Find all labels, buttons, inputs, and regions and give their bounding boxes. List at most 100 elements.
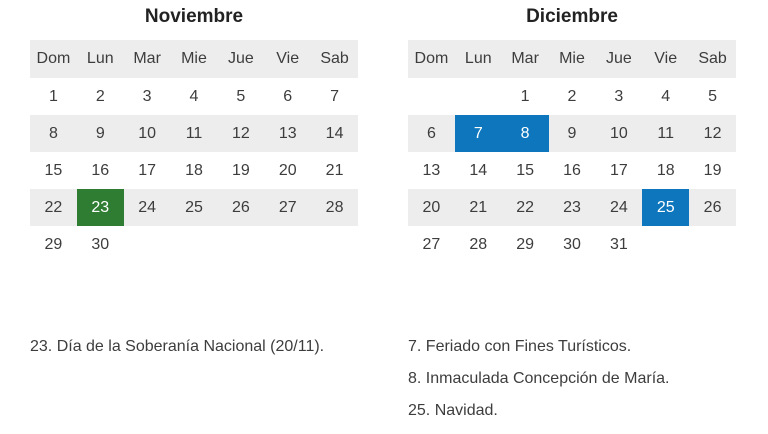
day-cell: 19 (231, 161, 250, 179)
week-row: 8 9 10 11 12 13 14 (30, 115, 358, 152)
day-cell: 15 (516, 161, 535, 179)
day-cell: 16 (563, 161, 581, 179)
day-cell: 17 (609, 161, 628, 179)
day-cell: 3 (614, 87, 624, 105)
empty-cell (124, 226, 171, 263)
empty-cell (311, 226, 358, 263)
day-cell: 7 (330, 87, 340, 105)
day-cell: 20 (278, 161, 297, 179)
day-cell: 22 (516, 198, 535, 216)
day-cell: 3 (142, 87, 152, 105)
weekday-header: Mie (181, 50, 207, 67)
day-cell: 18 (656, 161, 675, 179)
empty-cell (171, 226, 218, 263)
week-row: 29 30 (30, 226, 358, 263)
day-cell: 27 (422, 235, 441, 253)
month-title-noviembre: Noviembre (144, 6, 244, 27)
weekday-header-row: Dom Lun Mar Mie Jue Vie Sab (30, 40, 358, 78)
day-cell: 17 (138, 161, 157, 179)
week-row: 27 28 29 30 31 (408, 226, 736, 263)
day-cell: 27 (278, 198, 297, 216)
empty-cell (217, 226, 264, 263)
weeks: 1 2 3 4 5 6 7 8 9 10 11 12 13 14 15 16 17 18 19 20 21 22 23 24 2… (30, 78, 358, 263)
day-cell: 24 (609, 198, 628, 216)
empty-cell (455, 78, 502, 115)
day-cell: 28 (325, 198, 344, 216)
day-cell: 6 (283, 87, 293, 105)
day-cell: 18 (185, 161, 203, 179)
weekday-header: Vie (276, 50, 300, 67)
day-cell: 12 (703, 124, 722, 142)
weekday-header: Vie (654, 50, 678, 67)
day-cell: 19 (703, 161, 722, 179)
day-cell: 29 (44, 235, 63, 253)
footnote-soberania: 23. Día de la Soberanía Nacional (20/11)… (30, 338, 325, 355)
weekday-header: Jue (605, 50, 632, 67)
empty-cell (408, 78, 455, 115)
day-cell: 6 (426, 124, 436, 142)
weekday-header: Mar (133, 50, 161, 67)
day-cell: 1 (48, 87, 58, 105)
day-cell: 1 (520, 87, 530, 105)
day-cell: 8 (48, 124, 58, 142)
day-cell: 11 (657, 124, 675, 142)
weekday-header: Mie (559, 50, 585, 67)
day-cell: 13 (278, 124, 297, 142)
weekday-header: Sab (320, 50, 349, 67)
day-cell: 5 (236, 87, 246, 105)
footnotes-diciembre: 7. Feriado con Fines Turísticos. 8. Inma… (408, 338, 748, 434)
weekday-header: Lun (464, 50, 492, 67)
day-cell: 4 (189, 87, 199, 105)
day-cell: 9 (95, 124, 105, 142)
day-cell: 2 (567, 87, 577, 105)
weeks: 1 2 3 4 5 6 7 8 9 10 11 12 13 14 15 16 17 18 19 20 21 22 23 24 2… (408, 78, 736, 263)
weekday-header: Sab (698, 50, 727, 67)
day-cell-highlighted: 7 (454, 115, 502, 152)
week-row: 20 21 22 23 24 25 26 (408, 189, 736, 226)
day-cell: 12 (231, 124, 250, 142)
day-cell: 21 (325, 161, 344, 179)
day-cell: 26 (703, 198, 722, 216)
day-cell: 30 (91, 235, 110, 253)
day-cell: 26 (231, 198, 250, 216)
day-cell: 9 (567, 124, 577, 142)
day-cell: 11 (185, 124, 203, 142)
empty-cell (264, 226, 311, 263)
footnote-feriado-turistico: 7. Feriado con Fines Turísticos. (408, 338, 632, 355)
day-cell: 24 (138, 198, 157, 216)
day-cell: 31 (609, 235, 628, 253)
day-cell: 14 (469, 161, 488, 179)
day-cell-highlighted: 25 (642, 189, 690, 226)
week-row: 6 7 8 9 10 11 12 (408, 115, 736, 152)
day-cell: 2 (95, 87, 105, 105)
day-cell: 21 (469, 198, 488, 216)
footnote-inmaculada: 8. Inmaculada Concepción de María. (408, 370, 670, 387)
weekday-header: Mar (511, 50, 539, 67)
day-cell: 16 (91, 161, 110, 179)
day-cell: 29 (516, 235, 535, 253)
day-cell: 30 (563, 235, 581, 253)
week-row: 22 23 24 25 26 27 28 (30, 189, 358, 226)
day-cell: 20 (422, 198, 441, 216)
weekday-header-row: Dom Lun Mar Mie Jue Vie Sab (408, 40, 736, 78)
day-cell: 14 (325, 124, 344, 142)
day-cell: 13 (422, 161, 441, 179)
empty-cell (642, 226, 689, 263)
week-row: 1 2 3 4 5 (408, 78, 736, 115)
weekday-header: Jue (227, 50, 254, 67)
week-row: 1 2 3 4 5 6 7 (30, 78, 358, 115)
weekday-header: Dom (414, 50, 449, 67)
day-cell-highlighted: 23 (76, 189, 124, 226)
footnotes-noviembre: 23. Día de la Soberanía Nacional (20/11)… (30, 338, 370, 370)
weekday-header: Lun (86, 50, 114, 67)
weekday-header: Dom (36, 50, 71, 67)
day-cell: 25 (185, 198, 203, 216)
week-row: 15 16 17 18 19 20 21 (30, 152, 358, 189)
empty-cell (689, 226, 736, 263)
day-cell: 23 (563, 198, 581, 216)
day-cell-highlighted: 8 (501, 115, 549, 152)
week-row: 13 14 15 16 17 18 19 (408, 152, 736, 189)
day-cell: 15 (44, 161, 63, 179)
day-cell: 5 (708, 87, 718, 105)
